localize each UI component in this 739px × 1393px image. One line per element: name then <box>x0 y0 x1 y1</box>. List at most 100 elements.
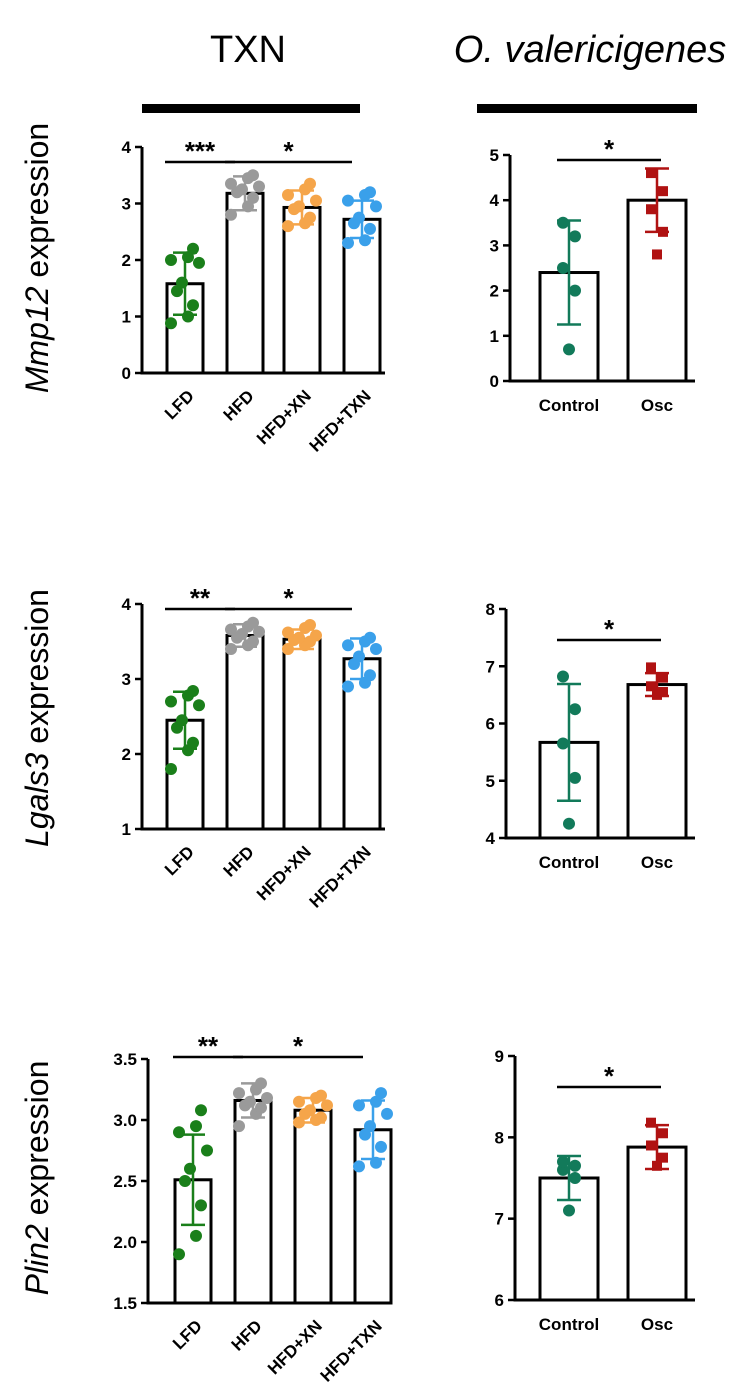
data-point <box>381 1107 393 1120</box>
data-point <box>557 670 569 683</box>
data-point <box>658 687 668 698</box>
x-category-label: HFD <box>228 1316 266 1354</box>
data-point <box>233 1087 245 1100</box>
y-tick-label: 9 <box>495 1047 504 1066</box>
y-tick-label: 4 <box>122 595 132 614</box>
data-point <box>557 737 569 750</box>
y-tick-label: 3.0 <box>113 1111 137 1130</box>
data-point <box>179 1175 191 1187</box>
data-point <box>244 1095 256 1108</box>
y-tick-label: 0 <box>490 372 499 391</box>
chart-lgals3-osc: 4 5 6 7 8 Control Osc * <box>486 600 695 872</box>
data-point <box>646 662 656 673</box>
data-point <box>293 200 305 213</box>
data-point <box>342 237 354 250</box>
data-point <box>225 208 237 221</box>
x-category-label: LFD <box>169 1316 206 1353</box>
txn-column-bar <box>142 104 360 113</box>
data-point <box>557 262 569 274</box>
y-tick-label: 6 <box>486 715 495 734</box>
data-point <box>658 186 668 197</box>
data-point <box>364 1120 376 1133</box>
data-point <box>282 189 294 202</box>
x-category-label: Control <box>539 853 599 872</box>
data-point <box>187 736 199 749</box>
x-category-label: Osc <box>641 396 673 415</box>
y-axis-suffix: expression <box>19 123 55 287</box>
y-tick-label: 7 <box>486 657 495 676</box>
significance-label: * <box>293 1031 304 1061</box>
chart-mmp12-osc: 0 1 2 3 4 5 Control Osc * <box>490 134 695 415</box>
y-tick-label: 5 <box>486 772 495 791</box>
data-point <box>310 629 322 642</box>
data-point <box>321 1099 333 1112</box>
data-point <box>190 1120 202 1133</box>
y-tick-label: 3 <box>490 236 499 255</box>
significance-label: * <box>283 136 294 166</box>
data-point <box>233 1120 245 1133</box>
data-point <box>247 635 259 648</box>
data-point <box>293 631 305 644</box>
data-point <box>569 1172 581 1184</box>
x-category-label: LFD <box>161 386 198 423</box>
y-tick-label: 7 <box>495 1210 504 1229</box>
data-point <box>342 194 354 207</box>
data-point <box>353 1160 365 1173</box>
data-point <box>375 1087 387 1100</box>
data-point <box>353 1099 365 1112</box>
data-point <box>261 1092 273 1105</box>
y-tick-label: 3 <box>122 670 131 689</box>
y-tick-label: 8 <box>486 600 495 619</box>
data-point <box>364 631 376 644</box>
data-point <box>187 685 199 697</box>
data-point <box>236 183 248 196</box>
x-category-label: HFD+TXN <box>306 386 375 455</box>
data-point <box>646 204 656 215</box>
data-point <box>563 817 575 830</box>
x-category-label: Osc <box>641 853 673 872</box>
bar-osc <box>626 1145 688 1302</box>
data-point <box>315 1089 327 1102</box>
data-point <box>165 763 177 775</box>
y-tick-label: 2.0 <box>113 1233 137 1252</box>
data-point <box>563 343 575 356</box>
data-point <box>375 1140 387 1153</box>
oval-column-bar <box>477 104 697 113</box>
x-category-label: HFD+TXN <box>306 842 375 911</box>
data-point <box>370 1156 382 1169</box>
data-point <box>282 220 294 233</box>
gene-name: Lgals3 <box>19 752 55 847</box>
x-category-label: HFD+TXN <box>317 1316 386 1385</box>
data-point <box>646 168 656 179</box>
chart-plin2-osc: 6 7 8 9 Control Osc * <box>495 1047 695 1334</box>
data-point <box>255 1101 267 1114</box>
txn-column-title: TXN <box>210 29 286 71</box>
data-point <box>557 1155 569 1168</box>
data-point <box>304 211 316 224</box>
data-point <box>364 186 376 199</box>
data-point <box>247 616 259 629</box>
significance-label: * <box>604 614 615 644</box>
data-point <box>315 1111 327 1124</box>
significance-label: * <box>283 583 294 613</box>
data-point <box>569 230 581 243</box>
data-point <box>253 180 265 193</box>
data-point <box>557 216 569 229</box>
data-point <box>370 643 382 655</box>
data-point <box>563 1204 575 1217</box>
data-point <box>569 1159 581 1172</box>
x-category-label: Control <box>539 396 599 415</box>
y-tick-label: 4 <box>486 829 496 848</box>
y-tick-label: 6 <box>495 1291 504 1310</box>
x-category-label: HFD <box>220 386 258 424</box>
data-point <box>193 256 205 269</box>
gene-name: Mmp12 <box>19 286 55 393</box>
y-axis-label: Plin2 expression <box>19 1061 55 1296</box>
bar-hfd-xn <box>293 1108 333 1305</box>
data-point <box>658 226 668 237</box>
y-axis-suffix: expression <box>19 589 55 753</box>
data-point <box>173 1126 185 1139</box>
